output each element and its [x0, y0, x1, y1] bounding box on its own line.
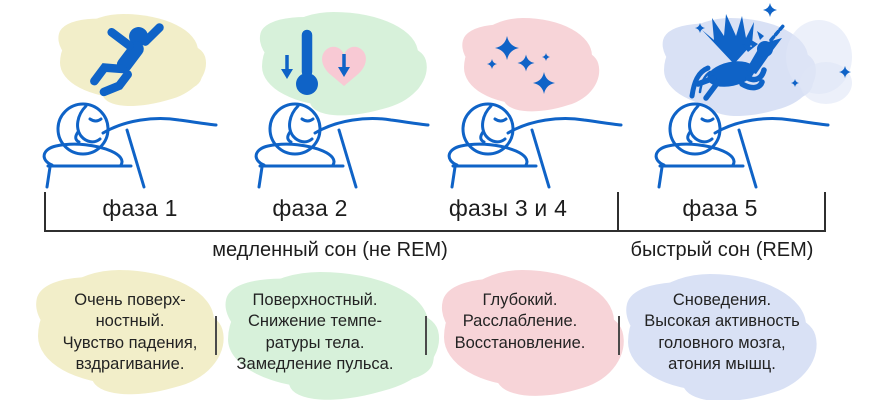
- phase4-description-blob: [628, 274, 806, 391]
- phase2-description-blob: [228, 272, 428, 388]
- bracket-tick-right: [824, 192, 826, 232]
- description-divider: [215, 316, 217, 355]
- sleeping-person-illustration: [254, 102, 430, 189]
- phase-5-label: фаза 5: [682, 195, 758, 221]
- thermometer-icon: [296, 29, 318, 95]
- sparkles-icon: [487, 36, 555, 94]
- sleeping-person-illustration: [447, 102, 623, 189]
- down-arrow-icon: [281, 55, 293, 79]
- description-divider: [618, 316, 620, 355]
- non-rem-group-label: медленный сон (не REM): [212, 239, 448, 261]
- winged-unicorn-icon: [689, 14, 785, 101]
- description-divider: [425, 316, 427, 355]
- phase-2-description: Поверхностный. Снижение темпе- ратуры те…: [236, 291, 394, 373]
- phase1-description-blob: [38, 270, 214, 384]
- phase4-blob-swirl: [800, 62, 852, 104]
- bracket-tick-middle: [617, 192, 619, 232]
- phase-3-4-description: Глубокий. Расслабление. Восстановление.: [454, 291, 586, 352]
- phase-axis-line: [45, 230, 826, 232]
- phase-1-label: фаза 1: [102, 195, 178, 221]
- heart-rate-down-icon: [322, 46, 366, 86]
- phase3-description-blob: [444, 270, 614, 386]
- rem-group-label: быстрый сон (REM): [630, 239, 814, 261]
- phase-1-description: Очень поверх- ностный. Чувство падения, …: [62, 291, 198, 373]
- sparkles-icon: [695, 3, 851, 87]
- phase-5-description: Сноведения. Высокая активность головного…: [644, 291, 800, 373]
- bracket-tick-left: [44, 192, 46, 232]
- sleeping-person-illustration: [42, 102, 218, 189]
- phase-3-4-label: фазы 3 и 4: [448, 195, 568, 221]
- sleeping-person-illustration: [654, 102, 830, 189]
- falling-person-icon: [90, 23, 164, 97]
- temperature-drop-icon: [281, 29, 366, 95]
- phase-2-label: фаза 2: [272, 195, 348, 221]
